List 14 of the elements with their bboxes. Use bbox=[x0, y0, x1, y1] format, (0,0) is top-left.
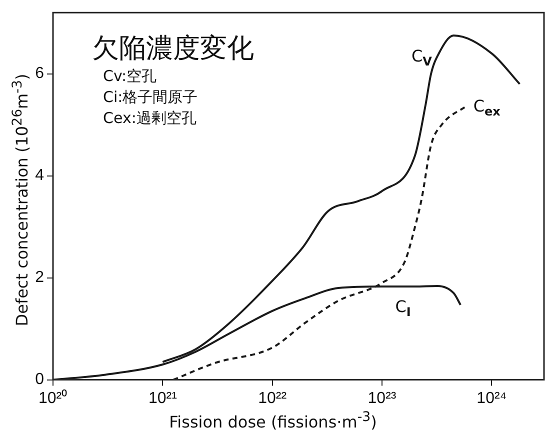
y-tick-label: 2 bbox=[35, 269, 44, 286]
annotation: Cv:空孔 bbox=[103, 67, 157, 85]
text: 欠陥濃度変化 bbox=[92, 32, 254, 66]
y-tick-label: 6 bbox=[35, 65, 44, 82]
y-tick-label: 0 bbox=[35, 371, 44, 388]
y-tick-label: 4 bbox=[35, 167, 44, 184]
x-tick-label: 10²⁴ bbox=[476, 390, 507, 407]
x-tick-label: 10²⁰ bbox=[38, 388, 68, 407]
annotation: Ci:格子間原子 bbox=[103, 88, 198, 106]
x-tick-label: 10²¹ bbox=[148, 390, 177, 407]
annotation: Cex:過剰空孔 bbox=[103, 109, 196, 127]
x-axis-title: Fission dose (fissions·m$^{-3}$) bbox=[168, 410, 378, 432]
x-tick-label: 10²² bbox=[258, 390, 288, 407]
x-tick-label: 10²³ bbox=[368, 390, 397, 407]
